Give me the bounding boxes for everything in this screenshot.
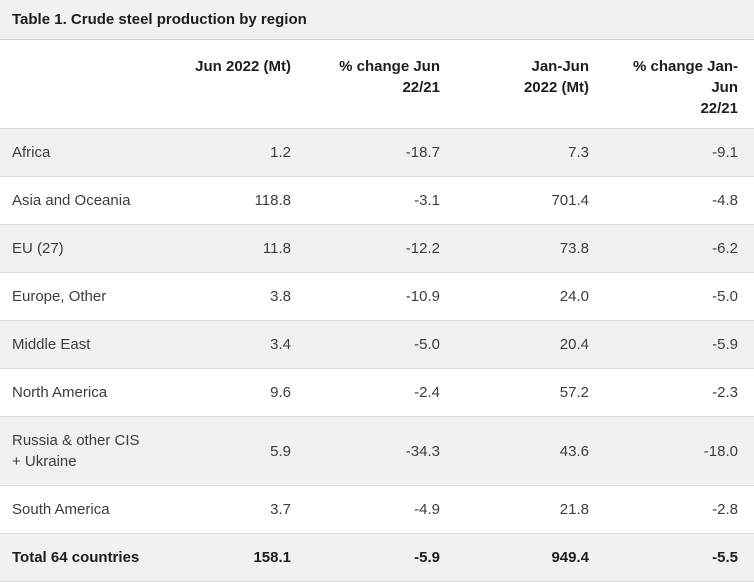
table-row: Europe, Other 3.8 -10.9 24.0 -5.0	[0, 272, 754, 321]
value-cell-jan-jun-2022: 701.4	[456, 176, 605, 225]
value-cell-jun-2022: 3.7	[158, 485, 307, 534]
value-cell-pct-change-jun: -12.2	[307, 224, 456, 273]
value-cell-pct-change-jun: -4.9	[307, 485, 456, 534]
col-header-region	[0, 40, 158, 129]
value-cell-pct-change-jun: -10.9	[307, 272, 456, 321]
value-cell-pct-change-jun: -3.1	[307, 176, 456, 225]
value-cell-jun-2022: 1.2	[158, 128, 307, 177]
value-cell-jun-2022: 5.9	[158, 416, 307, 486]
region-cell: Africa	[0, 128, 158, 177]
col-header-jun-2022-mt: Jun 2022 (Mt)	[158, 40, 307, 129]
region-cell: Russia & other CIS + Ukraine	[0, 416, 158, 486]
region-cell: North America	[0, 368, 158, 417]
col-header-pct-change-jan-jun: % change Jan-Jun 22/21	[605, 40, 754, 129]
value-cell-pct-change-jan-jun: -5.5	[605, 533, 754, 582]
value-cell-pct-change-jan-jun: -2.8	[605, 485, 754, 534]
table-title: Table 1. Crude steel production by regio…	[0, 0, 754, 40]
region-cell: South America	[0, 485, 158, 534]
table-row: Asia and Oceania 118.8 -3.1 701.4 -4.8	[0, 176, 754, 225]
value-cell-jun-2022: 118.8	[158, 176, 307, 225]
crude-steel-table: Jun 2022 (Mt) % change Jun 22/21 Jan-Jun…	[0, 40, 754, 582]
value-cell-jan-jun-2022: 21.8	[456, 485, 605, 534]
value-cell-jan-jun-2022: 73.8	[456, 224, 605, 273]
value-cell-pct-change-jun: -2.4	[307, 368, 456, 417]
value-cell-jun-2022: 9.6	[158, 368, 307, 417]
value-cell-pct-change-jun: -18.7	[307, 128, 456, 177]
region-cell: Total 64 countries	[0, 533, 158, 582]
value-cell-jan-jun-2022: 24.0	[456, 272, 605, 321]
col-header-pct-change-jun: % change Jun 22/21	[307, 40, 456, 129]
table-row: Africa 1.2 -18.7 7.3 -9.1	[0, 128, 754, 177]
value-cell-pct-change-jun: -5.0	[307, 320, 456, 369]
value-cell-jun-2022: 3.8	[158, 272, 307, 321]
table-row: North America 9.6 -2.4 57.2 -2.3	[0, 368, 754, 417]
value-cell-pct-change-jan-jun: -18.0	[605, 416, 754, 486]
value-cell-jan-jun-2022: 57.2	[456, 368, 605, 417]
region-cell: Middle East	[0, 320, 158, 369]
col-header-jan-jun-2022-mt: Jan-Jun 2022 (Mt)	[456, 40, 605, 129]
value-cell-jan-jun-2022: 43.6	[456, 416, 605, 486]
value-cell-jan-jun-2022: 20.4	[456, 320, 605, 369]
table-row: Russia & other CIS + Ukraine 5.9 -34.3 4…	[0, 416, 754, 486]
region-cell: Asia and Oceania	[0, 176, 158, 225]
table-row: South America 3.7 -4.9 21.8 -2.8	[0, 485, 754, 534]
header-row: Jun 2022 (Mt) % change Jun 22/21 Jan-Jun…	[0, 40, 754, 129]
value-cell-pct-change-jan-jun: -4.8	[605, 176, 754, 225]
value-cell-jun-2022: 3.4	[158, 320, 307, 369]
value-cell-pct-change-jan-jun: -9.1	[605, 128, 754, 177]
value-cell-pct-change-jan-jun: -5.9	[605, 320, 754, 369]
value-cell-jan-jun-2022: 949.4	[456, 533, 605, 582]
value-cell-jan-jun-2022: 7.3	[456, 128, 605, 177]
total-row: Total 64 countries 158.1 -5.9 949.4 -5.5	[0, 533, 754, 582]
value-cell-jun-2022: 158.1	[158, 533, 307, 582]
value-cell-pct-change-jan-jun: -2.3	[605, 368, 754, 417]
table-row: EU (27) 11.8 -12.2 73.8 -6.2	[0, 224, 754, 273]
region-cell: Europe, Other	[0, 272, 158, 321]
value-cell-pct-change-jan-jun: -6.2	[605, 224, 754, 273]
value-cell-pct-change-jun: -34.3	[307, 416, 456, 486]
value-cell-pct-change-jun: -5.9	[307, 533, 456, 582]
region-cell: EU (27)	[0, 224, 158, 273]
value-cell-pct-change-jan-jun: -5.0	[605, 272, 754, 321]
table-row: Middle East 3.4 -5.0 20.4 -5.9	[0, 320, 754, 369]
value-cell-jun-2022: 11.8	[158, 224, 307, 273]
